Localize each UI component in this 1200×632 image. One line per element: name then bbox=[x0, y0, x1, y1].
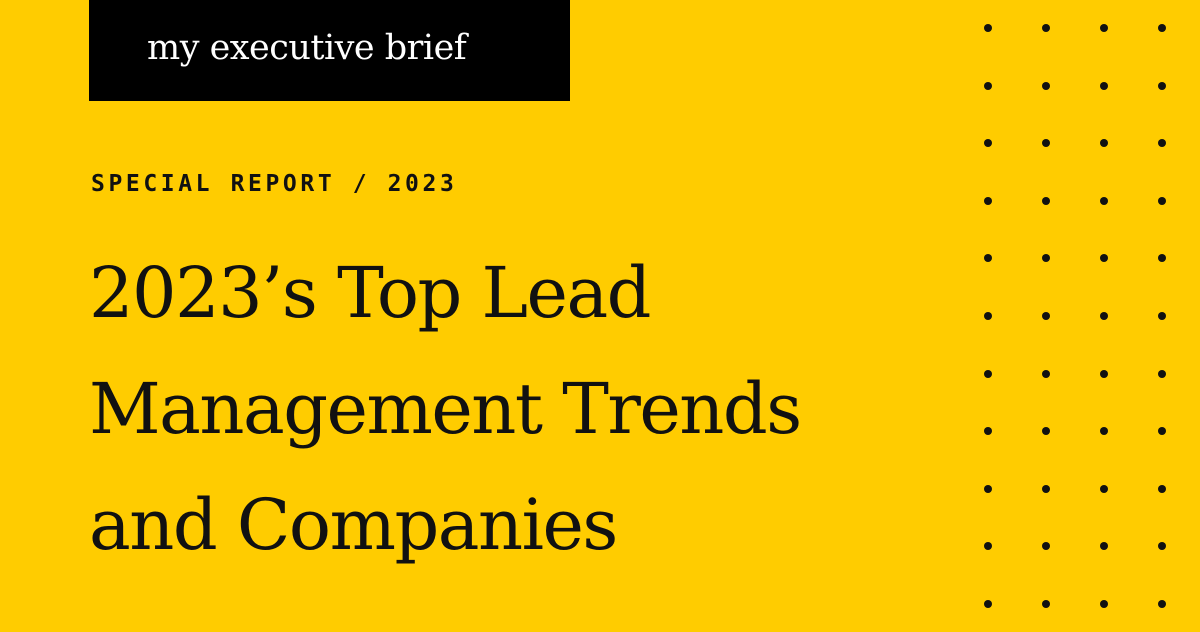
dot bbox=[1042, 369, 1050, 378]
dot bbox=[984, 600, 992, 608]
dot bbox=[1100, 427, 1108, 436]
dot bbox=[984, 542, 992, 551]
dot bbox=[1100, 600, 1108, 608]
dot bbox=[1158, 427, 1166, 436]
dot bbox=[984, 81, 992, 90]
dot bbox=[1100, 312, 1108, 320]
dot-grid-pattern bbox=[978, 16, 1200, 632]
dot bbox=[984, 196, 992, 205]
dot bbox=[1158, 24, 1166, 32]
headline-line-2: Management Trends bbox=[89, 368, 802, 450]
dot bbox=[1042, 484, 1050, 493]
dot bbox=[1100, 196, 1108, 205]
dot bbox=[1158, 196, 1166, 205]
dot bbox=[1042, 312, 1050, 320]
dot bbox=[1042, 139, 1050, 148]
dot bbox=[984, 254, 992, 263]
dot bbox=[1042, 427, 1050, 436]
dot bbox=[1158, 254, 1166, 263]
dot bbox=[984, 369, 992, 378]
dot bbox=[984, 427, 992, 436]
dot bbox=[1042, 542, 1050, 551]
dot bbox=[1042, 81, 1050, 90]
dot bbox=[1100, 542, 1108, 551]
dot bbox=[1158, 139, 1166, 148]
dot bbox=[1100, 24, 1108, 32]
dot bbox=[1100, 81, 1108, 90]
headline-line-3: and Companies bbox=[89, 484, 618, 566]
dot bbox=[1158, 81, 1166, 90]
dot bbox=[1158, 484, 1166, 493]
dot bbox=[984, 484, 992, 493]
dot bbox=[984, 139, 992, 148]
dot bbox=[984, 312, 992, 320]
brand-logo: my executive brief bbox=[89, 0, 570, 101]
brand-name: my executive brief bbox=[147, 28, 467, 68]
dot bbox=[1042, 24, 1050, 32]
dot bbox=[1100, 254, 1108, 263]
dot bbox=[1042, 600, 1050, 608]
dot bbox=[984, 24, 992, 32]
dot bbox=[1100, 484, 1108, 493]
report-eyebrow: SPECIAL REPORT / 2023 bbox=[91, 171, 458, 197]
headline: 2023’s Top Lead Management Trends and Co… bbox=[89, 235, 802, 583]
dot bbox=[1158, 369, 1166, 378]
dot bbox=[1042, 254, 1050, 263]
dot bbox=[1100, 369, 1108, 378]
dot bbox=[1158, 542, 1166, 551]
dot bbox=[1158, 312, 1166, 320]
headline-line-1: 2023’s Top Lead bbox=[89, 252, 651, 334]
dot bbox=[1158, 600, 1166, 608]
dot bbox=[1100, 139, 1108, 148]
dot bbox=[1042, 196, 1050, 205]
